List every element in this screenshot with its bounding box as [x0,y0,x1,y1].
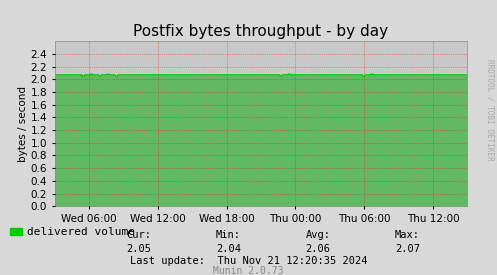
Text: Cur:: Cur: [127,230,152,240]
Text: 2.06: 2.06 [306,244,331,254]
Text: Munin 2.0.73: Munin 2.0.73 [213,266,284,275]
Y-axis label: bytes / second: bytes / second [17,86,28,162]
Text: RRDTOOL / TOBI OETIKER: RRDTOOL / TOBI OETIKER [485,59,494,161]
Text: Min:: Min: [216,230,241,240]
Text: Max:: Max: [395,230,420,240]
Text: 2.07: 2.07 [395,244,420,254]
Text: Last update:  Thu Nov 21 12:20:35 2024: Last update: Thu Nov 21 12:20:35 2024 [130,256,367,266]
Text: Avg:: Avg: [306,230,331,240]
Text: delivered volume: delivered volume [27,227,135,237]
Text: 2.04: 2.04 [216,244,241,254]
Title: Postfix bytes throughput - by day: Postfix bytes throughput - by day [133,24,389,39]
Text: 2.05: 2.05 [127,244,152,254]
